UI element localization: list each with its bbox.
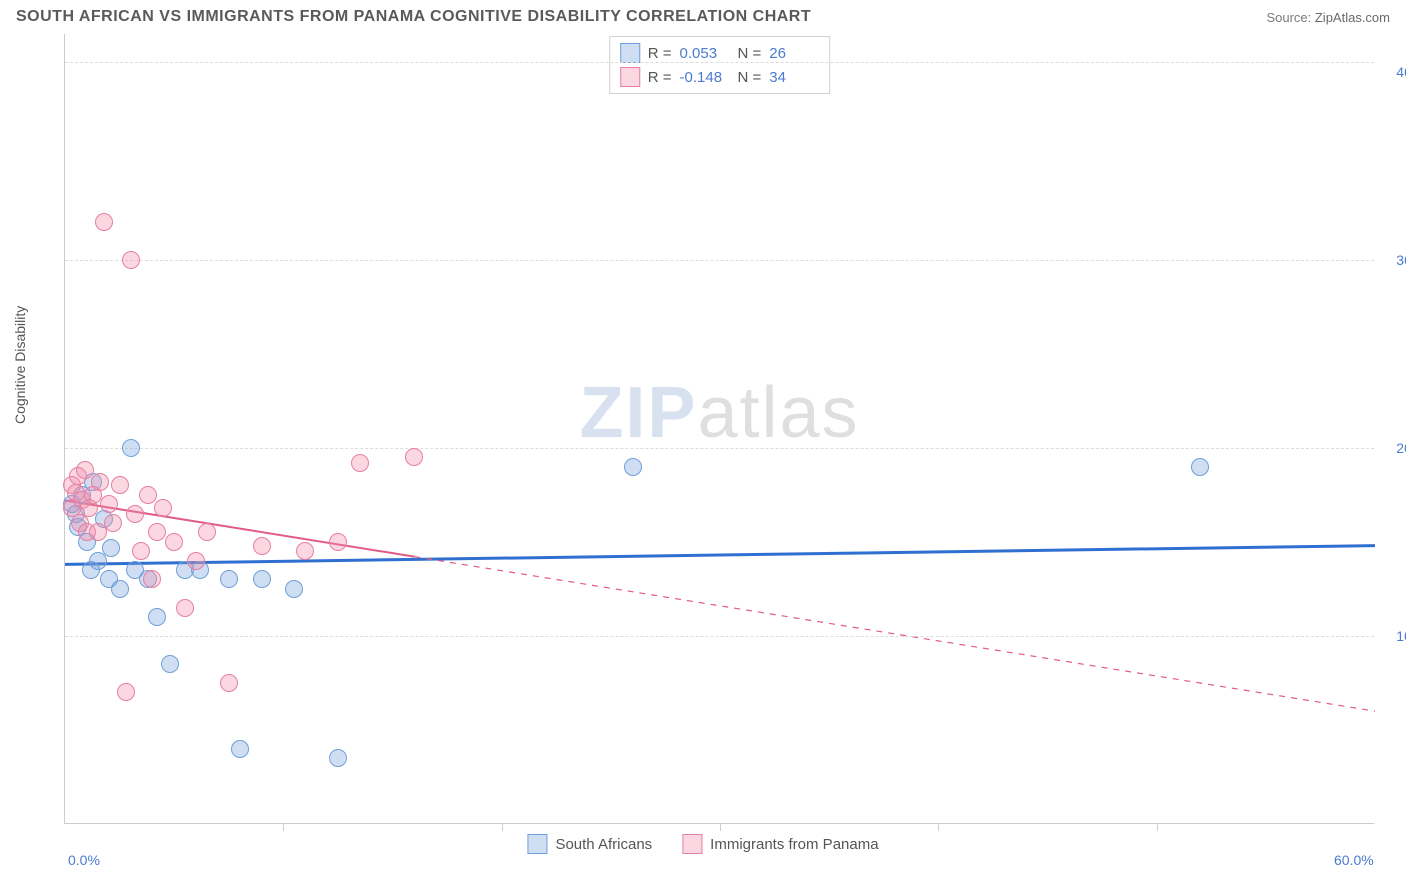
legend-row: R = -0.148 N = 34 — [620, 65, 820, 89]
source-attribution: Source: ZipAtlas.com — [1266, 10, 1390, 25]
data-point — [220, 570, 238, 588]
x-tick — [283, 823, 284, 831]
data-point — [104, 514, 122, 532]
plot-area: ZIPatlas R =0.053N =26R =-0.148N =34 10.… — [64, 34, 1374, 824]
legend-label: South Africans — [555, 836, 652, 853]
data-point — [351, 454, 369, 472]
legend-swatch — [620, 43, 640, 63]
data-point — [161, 655, 179, 673]
chart-title: SOUTH AFRICAN VS IMMIGRANTS FROM PANAMA … — [16, 8, 811, 26]
r-label: R = — [648, 69, 672, 86]
x-min-label: 0.0% — [68, 852, 100, 868]
y-tick-label: 40.0% — [1396, 64, 1406, 80]
data-point — [148, 523, 166, 541]
trend-lines — [65, 34, 1375, 824]
data-point — [253, 570, 271, 588]
legend-swatch — [620, 67, 640, 87]
legend-item: Immigrants from Panama — [682, 834, 878, 854]
data-point — [1191, 458, 1209, 476]
data-point — [285, 580, 303, 598]
data-point — [102, 539, 120, 557]
chart-header: SOUTH AFRICAN VS IMMIGRANTS FROM PANAMA … — [0, 0, 1406, 30]
data-point — [187, 552, 205, 570]
legend-label: Immigrants from Panama — [710, 836, 878, 853]
r-value: 0.053 — [680, 45, 730, 62]
r-value: -0.148 — [680, 69, 730, 86]
data-point — [111, 476, 129, 494]
data-point — [95, 213, 113, 231]
n-value: 34 — [769, 69, 819, 86]
data-point — [122, 439, 140, 457]
data-point — [329, 749, 347, 767]
data-point — [231, 740, 249, 758]
data-point — [405, 448, 423, 466]
data-point — [176, 599, 194, 617]
legend-swatch — [527, 834, 547, 854]
data-point — [296, 542, 314, 560]
data-point — [329, 533, 347, 551]
data-point — [143, 570, 161, 588]
gridline — [65, 448, 1374, 449]
source-link[interactable]: ZipAtlas.com — [1315, 10, 1390, 25]
data-point — [126, 505, 144, 523]
y-tick-label: 30.0% — [1396, 252, 1406, 268]
data-point — [91, 473, 109, 491]
correlation-legend: R = 0.053 N = 26 R = -0.148 N = 34 — [609, 36, 831, 94]
source-prefix: Source: — [1266, 10, 1314, 25]
x-tick — [1157, 823, 1158, 831]
data-point — [154, 499, 172, 517]
data-point — [220, 674, 238, 692]
x-max-label: 60.0% — [1334, 852, 1374, 868]
series-legend: South Africans Immigrants from Panama — [527, 834, 878, 854]
legend-swatch — [682, 834, 702, 854]
data-point — [198, 523, 216, 541]
data-point — [148, 608, 166, 626]
y-tick-label: 20.0% — [1396, 440, 1406, 456]
r-label: R = — [648, 45, 672, 62]
x-tick — [502, 823, 503, 831]
data-point — [117, 683, 135, 701]
data-point — [139, 486, 157, 504]
data-point — [165, 533, 183, 551]
data-point — [100, 495, 118, 513]
data-point — [122, 251, 140, 269]
data-point — [253, 537, 271, 555]
y-tick-label: 10.0% — [1396, 628, 1406, 644]
data-point — [111, 580, 129, 598]
x-tick — [720, 823, 721, 831]
data-point — [624, 458, 642, 476]
gridline — [65, 62, 1374, 63]
legend-item: South Africans — [527, 834, 652, 854]
x-tick — [938, 823, 939, 831]
gridline — [65, 260, 1374, 261]
chart-container: Cognitive Disability ZIPatlas R =0.053N … — [16, 34, 1390, 874]
gridline — [65, 636, 1374, 637]
data-point — [132, 542, 150, 560]
n-value: 26 — [769, 45, 819, 62]
y-axis-label: Cognitive Disability — [12, 306, 28, 424]
n-label: N = — [738, 45, 762, 62]
n-label: N = — [738, 69, 762, 86]
